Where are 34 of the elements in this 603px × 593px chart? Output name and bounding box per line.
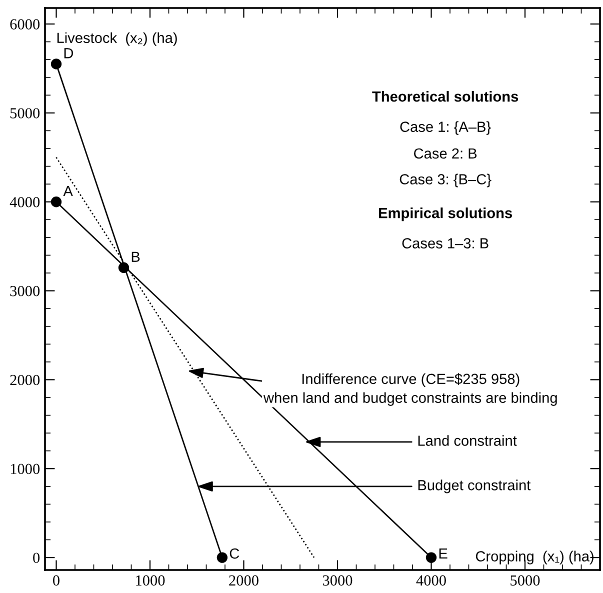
annotation: Budget constraint <box>418 480 531 494</box>
annotation: D <box>64 48 74 58</box>
y-tick-label: 5000 <box>10 108 40 118</box>
y-tick-label: 2000 <box>10 374 40 386</box>
x-tick-label: 5000 <box>510 575 540 586</box>
y-tick-label: 1000 <box>10 464 40 474</box>
annotation: E <box>439 548 448 559</box>
y-tick-label: 4000 <box>10 196 40 208</box>
annotation: Indifference curve (CE=$235 958) when land and budget constraints are binding <box>263 373 557 406</box>
y-tick-label: 6000 <box>10 19 40 30</box>
annotation: Theoretical solutions <box>372 91 518 102</box>
annotation: B <box>132 252 140 262</box>
x-axis-title: Cropping (x₁) (ha) <box>476 550 594 564</box>
point <box>216 552 228 563</box>
annotation: C <box>230 548 240 559</box>
annotation: A <box>63 186 73 196</box>
y-axis-title: Livestock (x₂) (ha) <box>57 32 177 46</box>
annotation: Land constraint <box>418 435 517 446</box>
annotation: Empirical solutions <box>379 208 512 222</box>
point <box>50 196 62 208</box>
point <box>426 552 437 563</box>
x-tick-label: 1000 <box>136 575 165 586</box>
point <box>118 262 130 274</box>
annotation: Case 2: B <box>414 148 477 159</box>
x-tick-label: 0 <box>53 575 60 586</box>
y-tick-label: 3000 <box>10 286 40 296</box>
x-tick-label: 2000 <box>229 575 258 586</box>
y-tick-label: 0 <box>33 552 40 563</box>
annotation: Case 3: {B–C} <box>400 174 492 188</box>
annotation: Cases 1–3: B <box>402 238 488 248</box>
x-tick-label: 4000 <box>416 575 446 586</box>
point <box>50 58 62 70</box>
x-tick-label: 3000 <box>322 575 352 586</box>
annotation: Case 1: {A–B} <box>400 121 491 135</box>
